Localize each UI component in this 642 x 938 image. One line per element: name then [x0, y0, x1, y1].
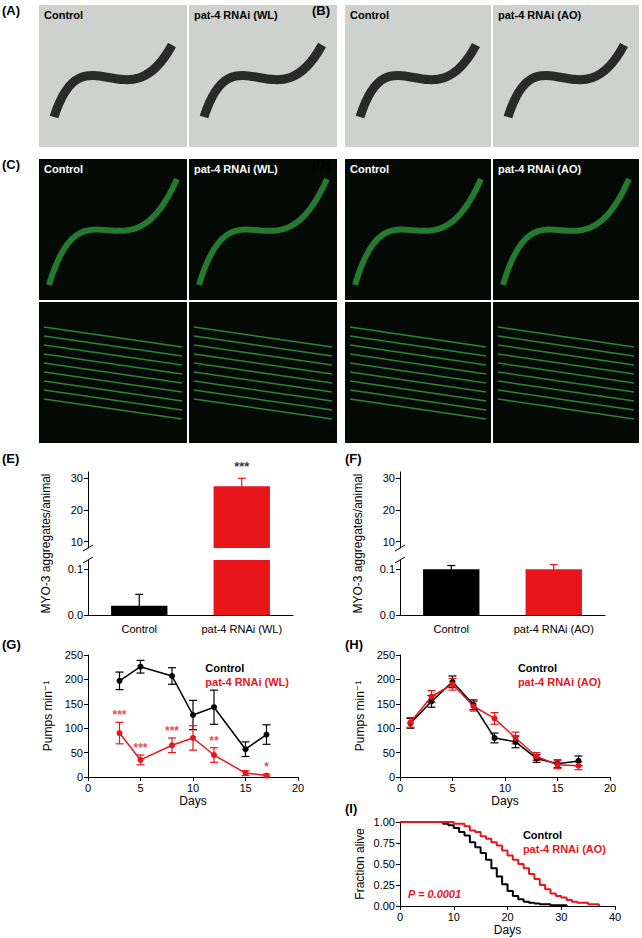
svg-text:15: 15 [239, 782, 251, 794]
svg-text:1.00: 1.00 [374, 816, 395, 828]
svg-text:**: ** [209, 734, 219, 748]
svg-text:(E): (E) [2, 451, 19, 466]
svg-text:pat-4 RNAi (WL): pat-4 RNAi (WL) [201, 623, 282, 635]
svg-text:Control: Control [518, 662, 557, 674]
svg-text:pat-4 RNAi (AO): pat-4 RNAi (AO) [523, 843, 606, 855]
svg-text:30: 30 [71, 472, 83, 484]
svg-text:0: 0 [77, 771, 83, 783]
svg-text:0.25: 0.25 [374, 879, 395, 891]
svg-text:10: 10 [187, 782, 199, 794]
svg-text:250: 250 [377, 649, 395, 661]
svg-text:200: 200 [65, 673, 83, 685]
svg-text:***: *** [165, 724, 179, 738]
svg-text:(B): (B) [312, 3, 330, 18]
svg-text:Pumps min⁻¹: Pumps min⁻¹ [41, 681, 55, 751]
svg-text:0: 0 [389, 771, 395, 783]
svg-text:Control: Control [350, 9, 389, 21]
svg-text:50: 50 [71, 747, 83, 759]
svg-text:pat-4 RNAi (WL): pat-4 RNAi (WL) [194, 163, 278, 175]
svg-text:20: 20 [383, 504, 395, 516]
svg-text:Control: Control [523, 829, 562, 841]
svg-text:(A): (A) [2, 3, 20, 18]
svg-text:0.1: 0.1 [68, 563, 83, 575]
svg-text:Fraction alive: Fraction alive [353, 828, 367, 900]
svg-text:pat-4 RNAi (AO): pat-4 RNAi (AO) [498, 9, 581, 21]
svg-text:(D): (D) [312, 157, 330, 172]
svg-text:200: 200 [377, 673, 395, 685]
svg-text:MYO-3 aggregates/animal: MYO-3 aggregates/animal [351, 473, 365, 613]
svg-text:pat-4 RNAi (AO): pat-4 RNAi (AO) [514, 623, 594, 635]
svg-text:Control: Control [44, 163, 83, 175]
svg-text:Control: Control [434, 623, 469, 635]
svg-text:(H): (H) [345, 637, 363, 652]
svg-text:(C): (C) [2, 157, 20, 172]
svg-text:10: 10 [499, 782, 511, 794]
svg-text:pat-4 RNAi (WL): pat-4 RNAi (WL) [194, 9, 278, 21]
svg-text:Control: Control [205, 662, 244, 674]
svg-text:***: *** [234, 459, 250, 474]
svg-text:0.50: 0.50 [374, 858, 395, 870]
svg-text:pat-4 RNAi (AO): pat-4 RNAi (AO) [518, 676, 601, 688]
svg-text:Control: Control [44, 9, 83, 21]
svg-text:20: 20 [604, 782, 616, 794]
svg-text:Pumps min⁻¹: Pumps min⁻¹ [353, 681, 367, 751]
svg-text:0: 0 [397, 911, 403, 923]
svg-text:0.0: 0.0 [380, 609, 395, 621]
svg-text:pat-4 RNAi (AO): pat-4 RNAi (AO) [498, 163, 581, 175]
svg-text:5: 5 [449, 782, 455, 794]
svg-text:Days: Days [179, 794, 206, 808]
svg-text:0.0: 0.0 [68, 609, 83, 621]
svg-text:15: 15 [551, 782, 563, 794]
svg-text:20: 20 [71, 504, 83, 516]
svg-text:MYO-3 aggregates/animal: MYO-3 aggregates/animal [39, 473, 53, 613]
svg-text:0: 0 [85, 782, 91, 794]
svg-text:250: 250 [65, 649, 83, 661]
svg-text:150: 150 [377, 698, 395, 710]
svg-text:30: 30 [555, 911, 567, 923]
svg-text:20: 20 [292, 782, 304, 794]
svg-text:20: 20 [501, 911, 513, 923]
svg-text:0.00: 0.00 [374, 900, 395, 912]
svg-text:*: * [264, 760, 269, 774]
svg-text:100: 100 [377, 722, 395, 734]
svg-text:***: *** [112, 708, 126, 722]
svg-text:Control: Control [350, 163, 389, 175]
svg-text:(G): (G) [2, 637, 21, 652]
svg-text:Days: Days [491, 794, 518, 808]
svg-text:40: 40 [609, 911, 621, 923]
svg-text:0.75: 0.75 [374, 837, 395, 849]
svg-text:P = 0.0001: P = 0.0001 [408, 888, 461, 900]
svg-text:(F): (F) [345, 451, 362, 466]
svg-text:0: 0 [397, 782, 403, 794]
svg-text:50: 50 [383, 747, 395, 759]
svg-text:10: 10 [448, 911, 460, 923]
svg-text:(I): (I) [345, 801, 357, 816]
svg-text:5: 5 [137, 782, 143, 794]
svg-text:Control: Control [122, 623, 157, 635]
svg-text:30: 30 [383, 472, 395, 484]
svg-text:0.1: 0.1 [380, 563, 395, 575]
svg-text:10: 10 [383, 536, 395, 548]
svg-text:pat-4 RNAi (WL): pat-4 RNAi (WL) [205, 676, 289, 688]
svg-text:150: 150 [65, 698, 83, 710]
svg-text:10: 10 [71, 536, 83, 548]
svg-text:Days: Days [494, 923, 521, 937]
svg-text:100: 100 [65, 722, 83, 734]
